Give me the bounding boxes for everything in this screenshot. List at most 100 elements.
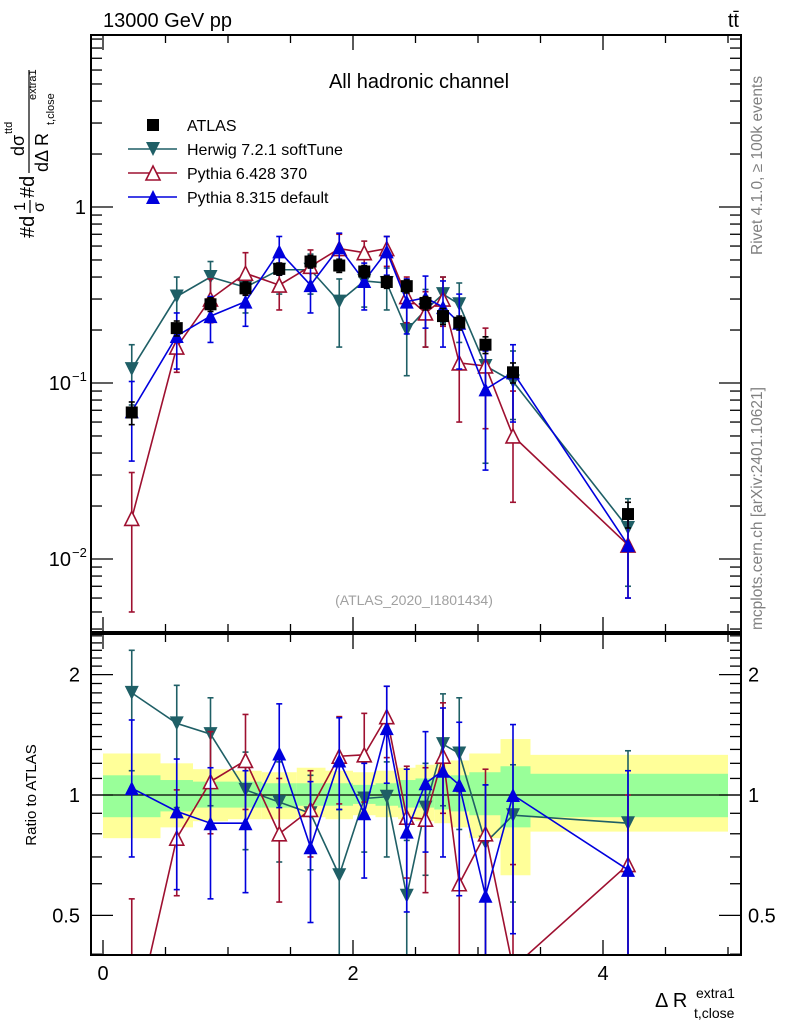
data-point [380,275,393,288]
data-point [437,310,449,323]
data-point [400,280,413,293]
series-line [131,245,629,546]
ratio-y-tick-label-right: 2 [748,665,759,687]
main-series-layer [123,232,637,613]
data-point [238,816,253,831]
data-point [203,816,218,831]
series-pythia-6-428-370 [123,233,637,613]
ratio-series-layer [124,649,637,955]
legend-item: Pythia 8.315 default [128,190,329,207]
data-point [621,862,635,877]
ratio-y-tick-label-right: 1 [748,785,759,807]
x-tick-label: 0 [97,963,108,985]
ylabel-frac2-den: dΔ R [32,133,52,172]
ylabel-frac2-den-sub: t,close [45,93,57,125]
legend-item: Pythia 6.428 370 [128,164,307,183]
data-point [418,776,433,791]
legend-item: Herwig 7.2.1 softTune [128,142,343,159]
ylabel-prefix: #d [17,216,39,238]
legend-item: ATLAS [147,118,237,135]
ratio-y-tick-label-left: 2 [69,665,80,687]
data-point [272,244,287,259]
x-axis-label: Δ R extra1 t,close [655,985,735,1021]
data-point [124,685,139,700]
data-point [452,777,467,792]
data-point [333,259,346,272]
ratio-y-tick-label-left: 0.5 [52,905,80,927]
main-y-tick-label: 10 [49,549,71,571]
data-point [357,806,372,821]
main-y-tick-label: 10 [49,373,71,395]
data-point [332,868,347,883]
data-point [506,788,520,802]
data-point [355,243,373,261]
collision-energy-label: 13000 GeV pp [103,10,232,32]
series-line [149,714,629,955]
data-point [124,781,139,796]
process-label: tt̄ [728,10,740,32]
ratio-y-tick-label-left: 1 [69,785,80,807]
ratio-plot-frame [90,633,742,956]
data-point [124,362,139,377]
legend-label: Herwig 7.2.1 softTune [187,142,343,159]
analysis-id-label: (ATLAS_2020_I1801434) [335,592,493,608]
data-point [238,294,253,309]
data-point [358,265,371,278]
main-plot-panel: 110−110−2 [49,34,742,633]
data-point [273,262,286,275]
legend-label: Pythia 8.315 default [187,190,329,207]
xlabel-sup: extra1 [696,985,735,1001]
data-point [399,294,414,309]
data-point [355,746,373,763]
main-y-tick-label: 1 [75,197,86,219]
data-point [239,282,252,295]
main-axis-ticks: 110−110−2 [49,35,741,632]
data-point [270,276,288,293]
series-atlas [125,254,634,529]
main-y-tick-exponent: −1 [72,369,87,384]
data-point [203,309,218,324]
data-point [170,322,183,335]
data-point [303,278,318,293]
series-line [131,692,629,896]
data-point [204,298,217,311]
ylabel-frac1-num: 1 [12,202,29,211]
ylabel-frac2-den-sup: extra1 [27,69,39,100]
xlabel-sub: t,close [694,1005,735,1021]
data-point [379,789,394,804]
data-point [272,746,287,761]
plot-title: All hadronic channel [329,71,509,93]
data-point [379,244,394,259]
data-point [237,751,254,769]
x-tick-label: 2 [347,963,358,985]
series-line [131,727,629,896]
data-point [436,763,450,778]
series-herwig-7-2-1-softtune [124,253,635,588]
ratio-y-tick-label-right: 0.5 [748,905,776,927]
data-point [169,289,184,304]
ratio-plot-panel: 2 2 1 1 0.5 0.5 0 2 4 [52,633,776,985]
series-line [131,268,629,529]
data-point [379,721,394,736]
x-tick-label: 4 [597,963,608,985]
series-pythia-6-428-370 [128,685,637,955]
data-point [270,824,288,842]
ratio-y-axis-label: Ratio to ATLAS [23,744,40,845]
data-point [332,753,347,768]
legend-label: ATLAS [187,118,237,135]
main-y-tick-exponent: −2 [72,545,87,560]
data-point [479,338,492,351]
ylabel-frac2-num: dσ [8,135,28,156]
ratio-axis-ticks: 2 2 1 1 0.5 0.5 0 2 4 [52,634,776,985]
data-point [478,382,493,397]
legend-marker-icon [146,142,160,156]
data-point [357,273,372,288]
data-point [399,824,414,839]
main-y-axis-label: #d 1 σ #d dσ ttd dΔ R t,close extra1 [3,69,57,238]
main-plot-frame [90,34,742,633]
series-pythia-8-315-default [124,232,635,599]
legend-marker-icon [146,190,160,204]
series-line [130,247,629,546]
rivet-version-label: Rivet 4.1.0, ≥ 100k events [749,76,766,255]
